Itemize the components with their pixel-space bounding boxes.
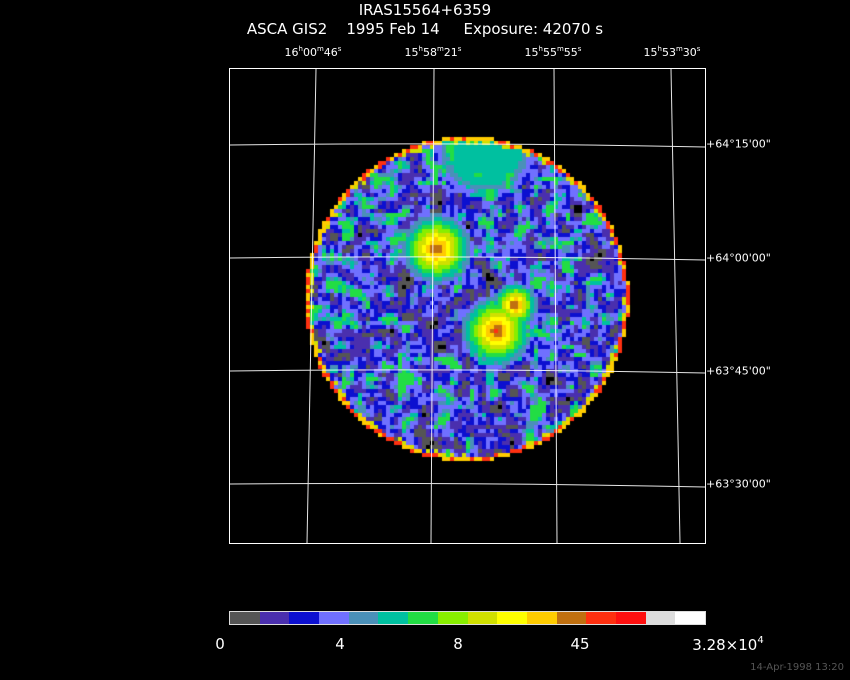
dec-label-3: +63°45'00" [706, 364, 771, 378]
dec-gridline-4 [230, 482, 705, 488]
sky-image-frame [229, 68, 706, 544]
dec-gridline-1 [230, 143, 705, 148]
colorbar-swatch-5 [378, 612, 409, 624]
coordinate-grid [230, 69, 705, 543]
colorbar-swatch-11 [556, 612, 587, 624]
ra-gridline-2 [430, 69, 435, 543]
xray-count-map [230, 69, 705, 543]
ra-label-1: 16h00m46s [284, 45, 342, 59]
ra-gridline-1 [306, 69, 317, 543]
dec-gridline-3 [230, 369, 705, 374]
dec-gridline-2 [230, 256, 705, 261]
colorbar-label-4: 4 [335, 635, 345, 653]
dec-label-1: +64°15'00" [706, 137, 771, 151]
colorbar [229, 611, 706, 625]
ra-gridline-3 [553, 69, 558, 543]
ra-label-3: 15h55m55s [524, 45, 582, 59]
colorbar-swatch-0 [230, 612, 260, 624]
colorbar-swatch-8 [467, 612, 498, 624]
colorbar-swatch-14 [645, 612, 676, 624]
colorbar-swatch-13 [615, 612, 646, 624]
colorbar-swatch-2 [289, 612, 320, 624]
colorbar-label-8: 8 [453, 635, 463, 653]
image-subtitle: ASCA GIS2 1995 Feb 14 Exposure: 42070 s [246, 20, 604, 38]
colorbar-label-45: 45 [570, 635, 590, 653]
colorbar-swatch-6 [408, 612, 438, 624]
colorbar-label-max: 3.28×104 [692, 635, 764, 654]
dec-label-4: +63°30'00" [706, 477, 771, 491]
colorbar-swatch-9 [497, 612, 527, 624]
ra-label-2: 15h58m21s [404, 45, 462, 59]
colorbar-swatch-7 [437, 612, 468, 624]
colorbar-swatch-1 [259, 612, 290, 624]
ra-gridline-4 [670, 69, 681, 543]
dec-label-2: +64°00'00" [706, 251, 771, 265]
colorbar-swatch-4 [348, 612, 379, 624]
timestamp: 14-Apr-1998 13:20 [750, 662, 844, 673]
image-title: IRAS15564+6359 [358, 1, 492, 19]
colorbar-swatch-12 [586, 612, 616, 624]
colorbar-swatch-15 [675, 612, 705, 624]
colorbar-swatch-3 [319, 612, 349, 624]
colorbar-label-0: 0 [215, 635, 225, 653]
ra-label-4: 15h53m30s [643, 45, 701, 59]
colorbar-swatch-10 [526, 612, 557, 624]
